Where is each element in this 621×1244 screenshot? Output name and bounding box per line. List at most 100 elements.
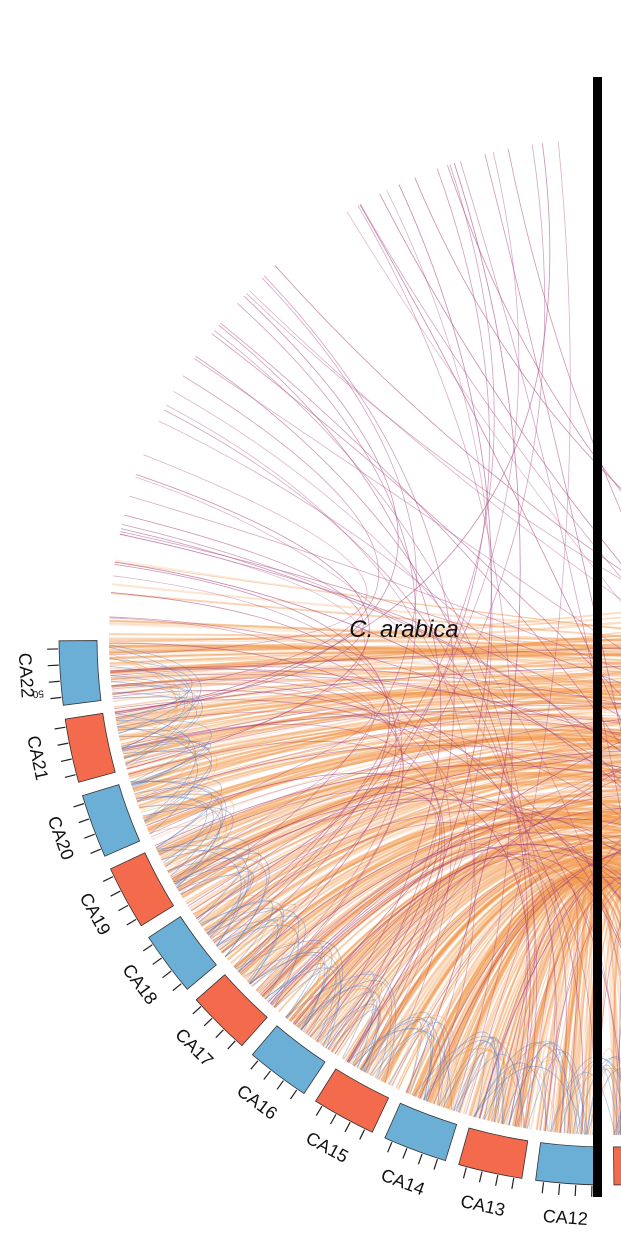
synteny-link bbox=[110, 650, 621, 674]
synteny-link bbox=[539, 885, 621, 1131]
synteny-link bbox=[203, 769, 621, 932]
intra-chromosome-link bbox=[116, 719, 212, 789]
synteny-link bbox=[347, 835, 621, 1063]
synteny-link bbox=[261, 797, 621, 997]
synteny-link bbox=[121, 708, 372, 835]
synteny-link bbox=[293, 808, 621, 1025]
synteny-link bbox=[438, 859, 621, 1106]
synteny-link bbox=[195, 764, 621, 919]
synteny-link bbox=[109, 616, 621, 774]
synteny-link bbox=[213, 152, 520, 944]
scale-tick bbox=[102, 876, 114, 882]
synteny-link bbox=[186, 745, 621, 905]
synteny-link bbox=[406, 851, 621, 1094]
scale-tick bbox=[359, 1129, 366, 1140]
scale-tick bbox=[60, 758, 72, 763]
synteny-link bbox=[330, 837, 621, 1053]
synteny-link bbox=[117, 688, 621, 733]
synteny-link bbox=[273, 813, 621, 1009]
synteny-link bbox=[380, 853, 621, 1082]
synteny-link bbox=[132, 686, 621, 790]
intra-chromosome-link bbox=[410, 1048, 527, 1129]
intra-chromosome-link bbox=[413, 1036, 525, 1129]
intra-chromosome-link bbox=[136, 793, 223, 864]
intra-chromosome-link bbox=[173, 866, 252, 938]
synteny-link bbox=[110, 646, 621, 674]
chromosome-label-ca17: CA17 bbox=[171, 1024, 217, 1070]
synteny-link bbox=[135, 476, 558, 1132]
synteny-link bbox=[432, 869, 621, 1105]
synteny-link bbox=[204, 761, 621, 932]
synteny-link bbox=[405, 162, 521, 1093]
scale-tick bbox=[142, 944, 153, 952]
synteny-link bbox=[359, 840, 621, 1071]
intra-chromosome-link bbox=[516, 1056, 562, 1133]
chromosome-segment-ca16 bbox=[251, 1025, 326, 1095]
synteny-link bbox=[112, 375, 380, 695]
synteny-link bbox=[112, 690, 621, 945]
intra-chromosome-link bbox=[300, 971, 375, 1059]
intra-chromosome-link bbox=[290, 988, 392, 1084]
intra-chromosome-link bbox=[274, 948, 338, 1020]
synteny-link bbox=[345, 830, 621, 1062]
scale-tick bbox=[48, 680, 60, 683]
synteny-link bbox=[109, 652, 621, 661]
synteny-link bbox=[181, 762, 621, 898]
synteny-link bbox=[246, 293, 621, 580]
synteny-link bbox=[414, 177, 621, 489]
intra-chromosome-link bbox=[488, 1044, 571, 1134]
synteny-link bbox=[114, 514, 364, 714]
synteny-link bbox=[209, 760, 621, 939]
scale-tick bbox=[276, 1080, 284, 1090]
chromosome-label-ca21: CA21 bbox=[23, 734, 52, 782]
synteny-link bbox=[112, 675, 621, 694]
synteny-link bbox=[109, 622, 621, 645]
synteny-link bbox=[290, 850, 621, 1022]
synteny-link bbox=[109, 647, 621, 655]
scale-tick bbox=[227, 1040, 236, 1050]
intra-chromosome-link bbox=[166, 857, 267, 957]
intra-chromosome-link bbox=[264, 963, 328, 1030]
synteny-link bbox=[221, 811, 621, 954]
synteny-link bbox=[111, 663, 621, 692]
synteny-link bbox=[114, 559, 621, 630]
synteny-link bbox=[479, 876, 621, 1119]
synteny-link bbox=[112, 631, 621, 695]
synteny-link bbox=[111, 583, 621, 630]
synteny-link bbox=[212, 767, 621, 943]
synteny-link bbox=[327, 830, 621, 1051]
synteny-link bbox=[109, 650, 621, 659]
synteny-link bbox=[501, 874, 621, 1124]
synteny-link bbox=[414, 871, 621, 1098]
intra-chromosome-link bbox=[207, 907, 282, 977]
synteny-link bbox=[171, 739, 621, 881]
synteny-link bbox=[207, 800, 621, 936]
intra-chromosome-link bbox=[108, 644, 202, 750]
intra-chromosome-link bbox=[164, 843, 260, 924]
synteny-link bbox=[185, 756, 621, 905]
synteny-link bbox=[132, 706, 621, 791]
intra-chromosome-link bbox=[274, 966, 338, 1036]
synteny-link bbox=[147, 707, 621, 831]
intra-chromosome-link bbox=[136, 796, 208, 868]
synteny-link bbox=[507, 148, 621, 513]
synteny-link bbox=[157, 762, 621, 852]
synteny-link bbox=[613, 886, 621, 1135]
intra-chromosome-link bbox=[117, 726, 198, 835]
scale-tick bbox=[64, 774, 76, 779]
synteny-link bbox=[370, 852, 621, 1076]
synteny-link bbox=[474, 872, 621, 1118]
synteny-link bbox=[109, 644, 621, 654]
synteny-link bbox=[109, 643, 621, 664]
synteny-link bbox=[309, 817, 621, 1037]
intra-chromosome-link bbox=[455, 1037, 495, 1120]
synteny-link bbox=[119, 662, 621, 741]
synteny-link bbox=[314, 849, 621, 1041]
synteny-link bbox=[382, 868, 621, 1083]
synteny-link bbox=[238, 818, 621, 973]
synteny-link bbox=[459, 160, 621, 815]
synteny-link bbox=[345, 830, 621, 1062]
intra-chromosome-link bbox=[173, 852, 262, 923]
synteny-link bbox=[294, 811, 621, 1026]
synteny-link bbox=[397, 869, 621, 1090]
